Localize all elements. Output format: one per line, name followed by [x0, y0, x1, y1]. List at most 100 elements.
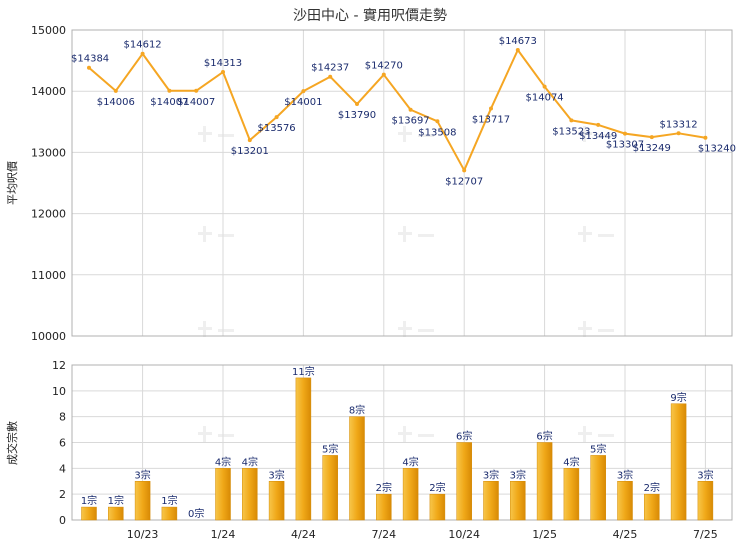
price-point-label: $13508: [418, 127, 456, 138]
volume-bar: [563, 468, 580, 521]
watermark-stroke: [598, 329, 614, 332]
price-y-tick-label: 14000: [31, 85, 66, 98]
volume-bar: [510, 481, 526, 521]
watermark-stroke: [203, 426, 206, 442]
watermark-mark: [578, 226, 614, 242]
x-axis-ticks: 10/23 1/24 4/24 7/24 10/24 1/25 4/25 7/25: [127, 528, 718, 541]
price-y-tick-label: 10000: [31, 330, 66, 343]
watermark-stroke: [218, 234, 234, 237]
volume-bar: [242, 468, 258, 521]
volume-bar-label: 2宗: [429, 481, 445, 494]
volume-bar: [161, 506, 178, 521]
price-y-axis-title: 平均呎價: [5, 161, 19, 205]
volume-y-tick-label: 8: [59, 411, 66, 424]
volume-y-tick-label: 0: [59, 514, 66, 527]
volume-bar-label: 2宗: [644, 481, 660, 494]
watermark-mark: [198, 226, 234, 242]
volume-bar-label: 4宗: [242, 455, 258, 468]
volume-y-axis-title: 成交宗數: [5, 421, 19, 465]
price-point-label: $14074: [526, 93, 564, 104]
volume-bar: [590, 455, 606, 521]
x-tick-label: 4/25: [613, 528, 638, 541]
volume-y-tick-label: 12: [52, 359, 66, 372]
watermark-mark: [398, 226, 434, 242]
price-y-tick-label: 15000: [31, 24, 66, 37]
volume-plot-frame: [71, 364, 733, 521]
watermark-stroke: [418, 134, 434, 137]
price-point-label: $13717: [472, 115, 510, 126]
price-point: [113, 88, 118, 93]
price-point: [247, 138, 252, 143]
watermark-stroke: [583, 321, 586, 337]
volume-y-tick-label: 6: [59, 437, 66, 450]
volume-bar-label: 3宗: [268, 468, 284, 481]
volume-bar: [644, 493, 660, 521]
volume-bar-label: 1宗: [108, 494, 124, 507]
watermark-mark: [398, 126, 434, 142]
volume-bar: [402, 468, 419, 521]
price-point: [194, 88, 199, 93]
watermarks: [198, 126, 614, 442]
price-y-tick-label: 11000: [31, 269, 66, 282]
watermark-stroke: [403, 321, 406, 337]
watermark-stroke: [418, 434, 434, 437]
price-point: [515, 48, 520, 53]
price-point: [381, 72, 386, 77]
volume-bar: [134, 481, 151, 521]
volume-bar-label: 5宗: [322, 442, 338, 455]
volume-bar-label: 4宗: [563, 455, 579, 468]
price-point: [301, 89, 306, 94]
volume-y-tick-label: 10: [52, 385, 66, 398]
price-line: [88, 49, 706, 172]
price-point-label: $14313: [204, 58, 242, 69]
volume-bar: [483, 481, 499, 521]
watermark-stroke: [418, 234, 434, 237]
price-point-label: $13576: [258, 123, 296, 134]
watermark-stroke: [598, 434, 614, 437]
volume-bar: [670, 403, 687, 521]
watermark-stroke: [203, 126, 206, 142]
price-point: [649, 135, 654, 140]
price-point-label: $14237: [311, 63, 349, 74]
volume-bar: [697, 481, 714, 521]
watermark-stroke: [598, 234, 614, 237]
volume-bar: [268, 481, 285, 521]
watermark-mark: [198, 321, 234, 337]
volume-bar-label: 5宗: [590, 442, 606, 455]
price-point-label: $13523: [552, 126, 590, 137]
price-y-tick-label: 13000: [31, 146, 66, 159]
volume-bar: [617, 481, 633, 521]
price-point: [703, 135, 708, 140]
watermark-stroke: [403, 226, 406, 242]
volume-bar-label: 4宗: [215, 455, 231, 468]
x-tick-label: 10/24: [448, 528, 480, 541]
volume-bar: [108, 506, 124, 521]
volume-bar-label: 1宗: [161, 494, 177, 507]
x-tick-label: 7/24: [371, 528, 396, 541]
price-point-label: $13449: [579, 131, 617, 142]
volume-bar-label: 1宗: [81, 494, 97, 507]
watermark-stroke: [598, 134, 614, 137]
volume-bar-label: 11宗: [292, 365, 315, 378]
price-point-label: $14673: [499, 36, 537, 47]
price-point: [462, 168, 467, 173]
watermark-stroke: [218, 329, 234, 332]
chart-title: 沙田中心 - 實用呎價走勢: [293, 7, 447, 24]
volume-bar-label: 3宗: [617, 468, 633, 481]
watermark-mark: [578, 426, 614, 442]
volume-y-ticks: 0 2 4 6 8 10 12: [52, 359, 66, 527]
watermark-mark: [578, 321, 614, 337]
price-point-label: $13790: [338, 110, 376, 121]
price-point-label: $14612: [124, 40, 162, 51]
x-tick-label: 4/24: [291, 528, 316, 541]
volume-bar-label: 2宗: [376, 481, 392, 494]
volume-bar-label: 6宗: [536, 430, 552, 443]
price-point: [221, 70, 225, 75]
watermark-stroke: [218, 134, 234, 137]
volume-bar-label: 3宗: [483, 468, 499, 481]
price-point: [167, 88, 172, 93]
price-line-series: $14384 $14006 $14612 $14007$14007 $14313 $132…: [71, 36, 736, 187]
price-grid: [72, 29, 732, 337]
price-point-label: $14006: [97, 97, 135, 108]
watermark-stroke: [203, 226, 206, 242]
